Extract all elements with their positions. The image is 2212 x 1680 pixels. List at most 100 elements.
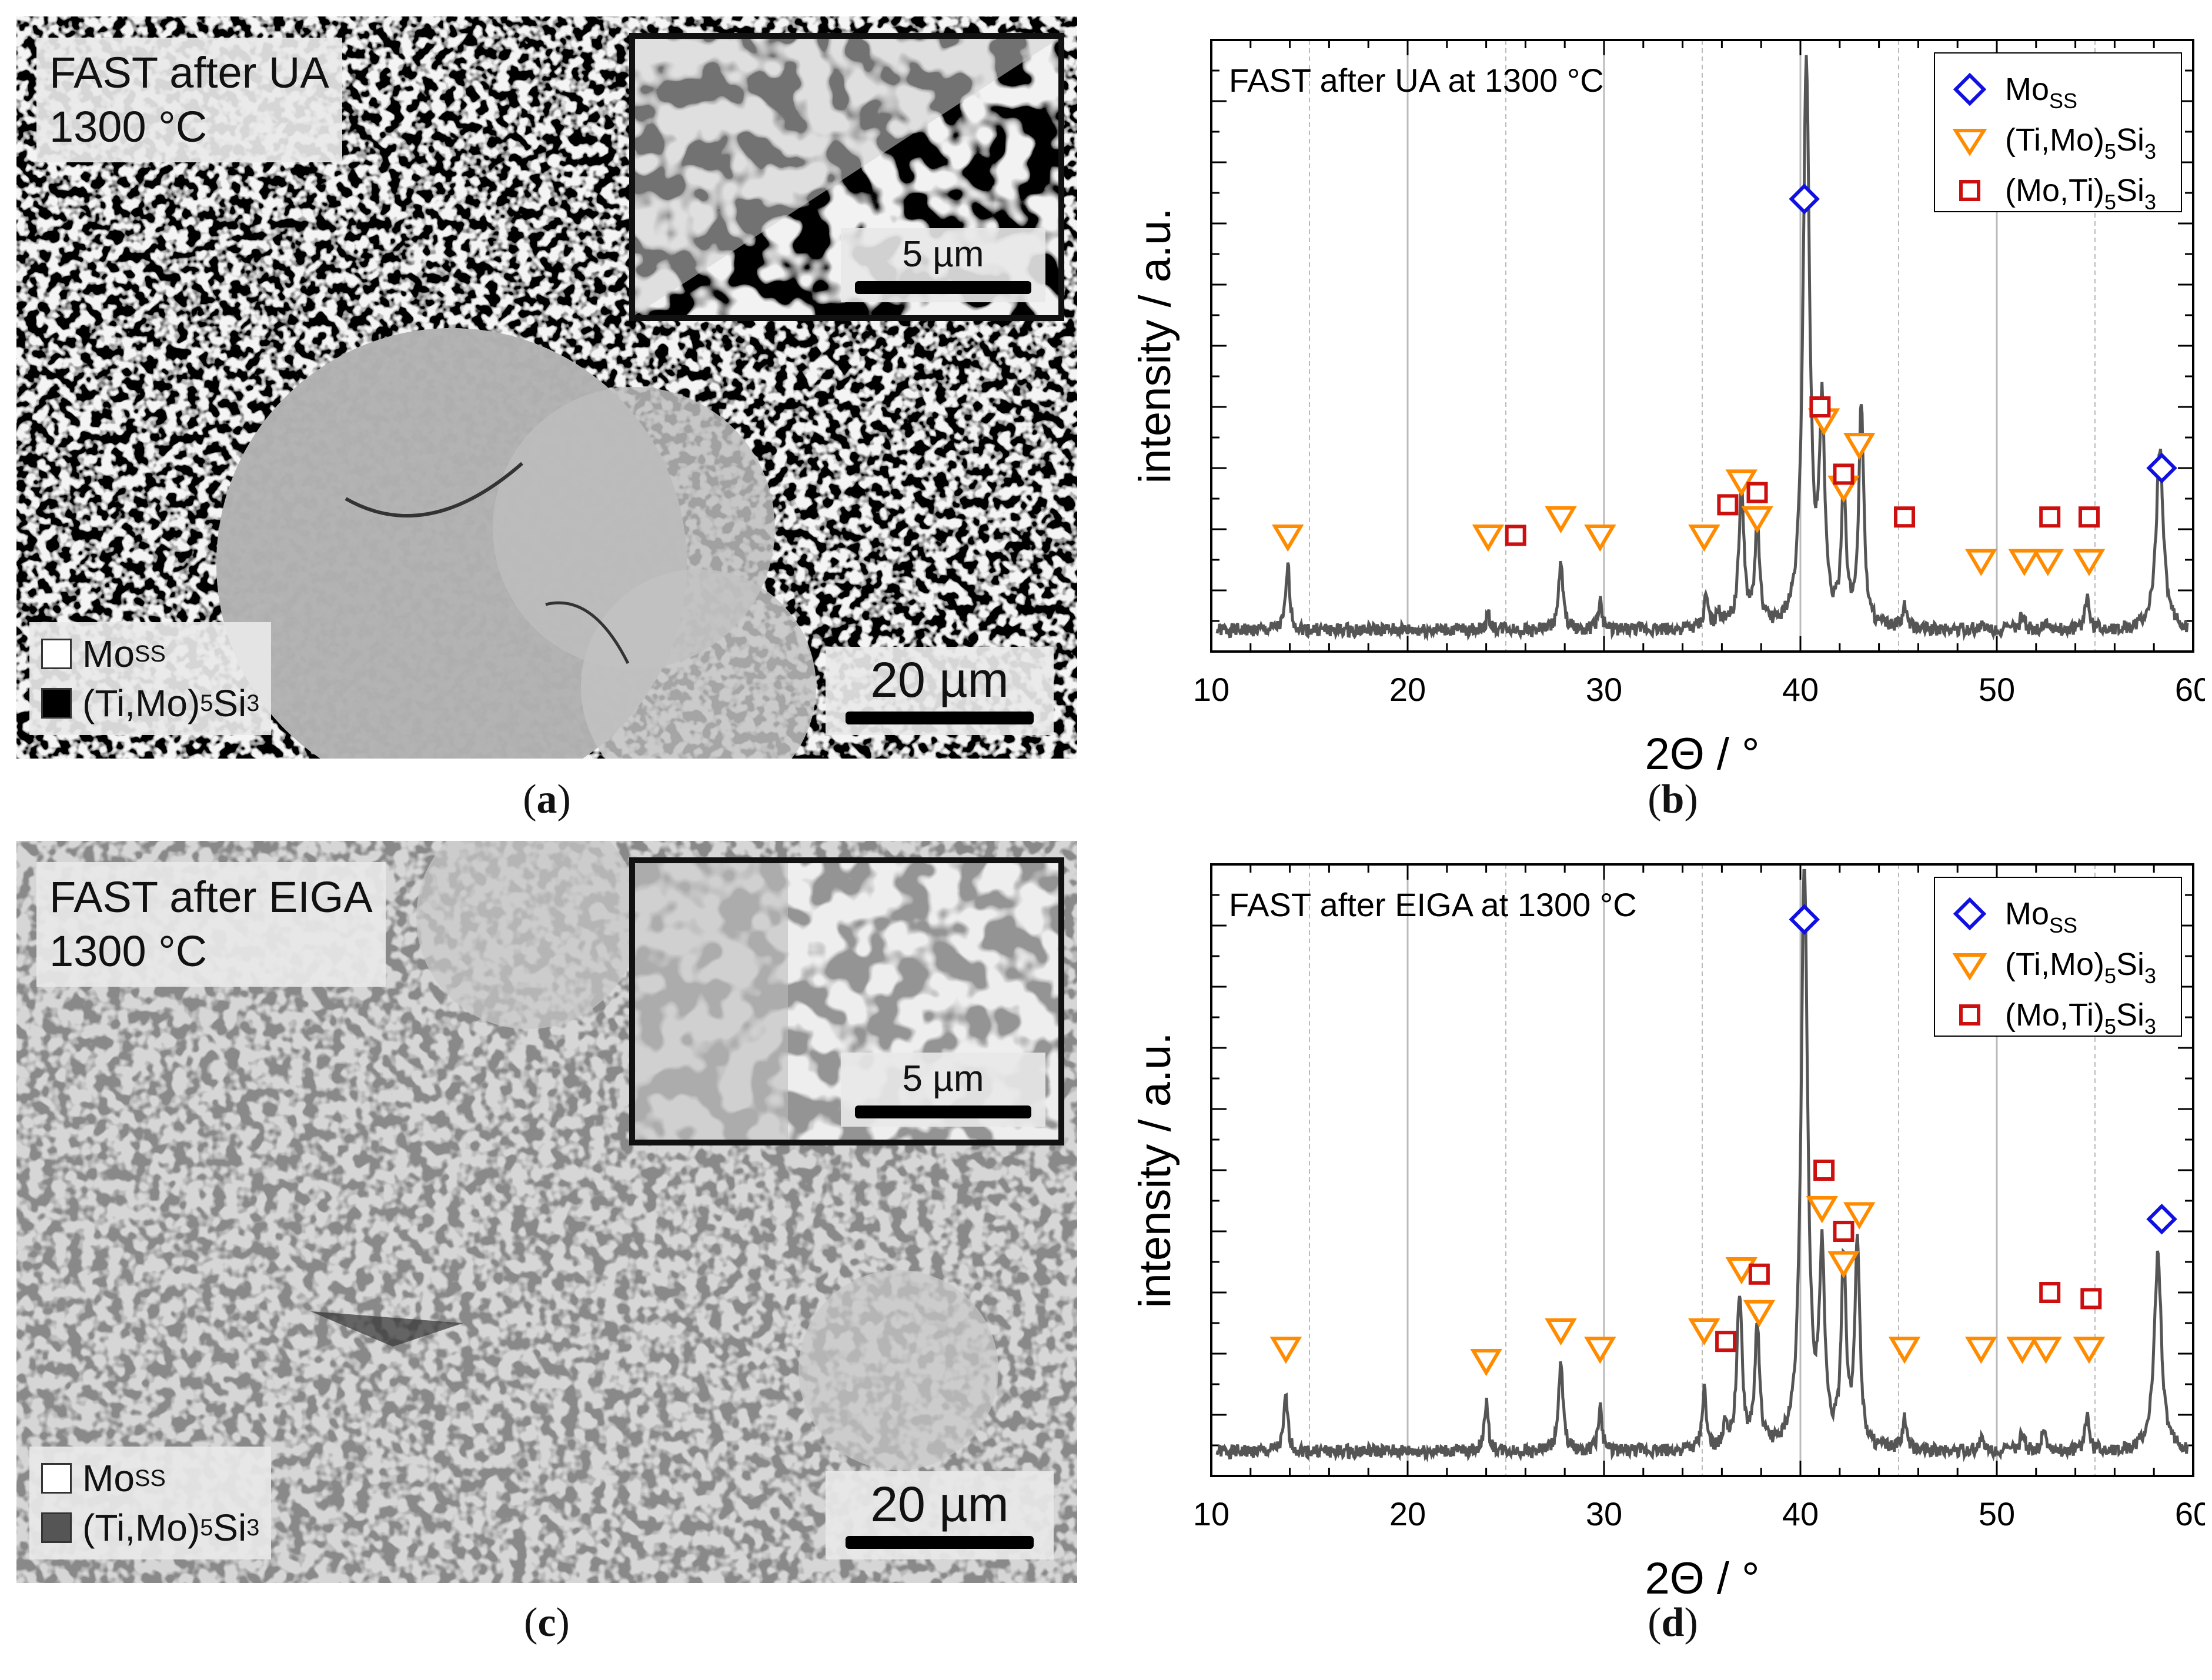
xrd-chart-b: 10 20 30 40 50 60 2Θ / ° intensity / a.u. FAST a… [1130,39,2205,775]
scale-label: 20 µm [870,652,1009,707]
moti-marker [1833,463,1855,485]
title-line-1: FAST after UA [49,48,329,97]
caption-a-letter: a [536,777,557,822]
timo-marker [1584,1337,1616,1364]
x-tick-label: 60 [2175,671,2205,708]
timo-marker [1688,1318,1720,1346]
moti-marker [1717,494,1739,516]
micrograph-a-legend: Mo SS (Ti,Mo) 5 Si 3 [29,622,272,735]
timo-marker [2030,1337,2062,1364]
caption-b-letter: b [1661,777,1685,822]
legend-timo-pre: (Ti,Mo) [82,682,201,724]
moti-marker [2078,506,2100,528]
title-line-2: 1300 °C [49,102,208,151]
legend-mo-marker [1953,72,1987,106]
y-axis-label: intensity / a.u. [1130,1033,1180,1308]
scale-label: 20 µm [870,1477,1009,1532]
x-tick-label: 50 [1979,1495,2015,1532]
x-tick-label: 60 [2175,1495,2205,1532]
legend-pre: (Ti,Mo) [2005,122,2104,158]
timo-marker [1472,525,1505,552]
legend-mid: Si [2116,997,2144,1033]
caption-c: (c) [524,1600,570,1645]
timo-marker [2008,549,2041,576]
x-axis-label: 2Θ / ° [1645,729,1759,775]
inset-scale-label: 5 µm [902,234,984,275]
legend-label-1: (Ti,Mo)5Si3 [2005,947,2156,988]
moti-marker [1748,1263,1770,1285]
timo-marker [1545,506,1577,534]
xrd-chart-d: 10 20 30 40 50 60 2Θ / ° intensity / a.u. FAST a… [1130,863,2205,1599]
micrograph-c-legend: Mo SS (Ti,Mo) 5 Si 3 [29,1447,272,1559]
inset-c-scale: 5 µm [841,1053,1045,1127]
legend-timo-pre: (Ti,Mo) [82,1507,201,1549]
x-tick-label: 20 [1389,671,1426,708]
inset-scale-bar [855,281,1031,294]
white-swatch [41,1463,72,1494]
legend-mo-sub: SS [2049,913,2077,937]
x-axis-label: 2Θ / ° [1645,1554,1759,1599]
mo-ss-marker [1789,183,1820,215]
mo-ss-marker [2146,452,2177,484]
legend-label-1: (Ti,Mo)5Si3 [2005,122,2156,163]
timo-marker [2073,549,2106,576]
legend-sub1: 5 [2104,190,2116,214]
caption-a: (a) [523,777,571,822]
micrograph-c: FAST after EIGA 1300 °C 5 µm Mo SS (Ti,Mo… [16,841,1077,1583]
micrograph-a-inset: 5 µm [629,33,1064,321]
micrograph-c-title: FAST after EIGA 1300 °C [36,862,386,987]
timo-marker [1470,1349,1502,1377]
legend-mid: Si [2116,173,2144,208]
mo-ss-marker [1789,904,1820,935]
legend-mid: Si [2116,947,2144,982]
legend-timo-marker [1952,953,1987,981]
legend-sub1: 5 [2104,139,2116,163]
xrd-pattern-line [1215,869,2189,1463]
legend-mo-marker [1953,897,1987,931]
title-line-2: 1300 °C [49,927,208,976]
legend-label-2: (Mo,Ti)5Si3 [2005,997,2156,1038]
y-axis-label: intensity / a.u. [1130,208,1180,484]
legend-label-2: (Mo,Ti)5Si3 [2005,173,2156,214]
x-tick-label: 10 [1193,1495,1229,1532]
moti-marker [1505,525,1526,546]
timo-marker [1888,1337,1921,1364]
legend-timo-mid: Si [213,1507,247,1549]
legend-moss-label: Mo [82,1457,135,1499]
timo-marker [2073,1337,2106,1364]
legend-moti-marker [1959,180,1980,201]
caption-d-letter: d [1661,1600,1685,1645]
legend-mo-sub: SS [2049,89,2077,113]
legend-moss-label: Mo [82,633,135,675]
moti-marker [1715,1331,1737,1352]
moti-marker [1894,506,1916,528]
x-tick-label: 30 [1586,671,1622,708]
xrd-pattern-line [1215,55,2189,642]
legend-sub2: 3 [2144,1014,2156,1038]
x-tick-label: 40 [1782,671,1819,708]
timo-marker [1743,1300,1776,1328]
moti-marker [1809,396,1831,418]
legend-mid: Si [2116,122,2144,158]
legend-moti-marker [1959,1004,1980,1026]
legend-row-moss: Mo SS [41,1454,259,1503]
x-tick-label: 10 [1193,671,1229,708]
legend-timo-mid: Si [213,682,247,724]
timo-marker [1965,1337,1997,1364]
timo-marker [1843,433,1876,460]
legend-mo-label: MoSS [2005,72,2077,113]
moti-marker [2039,506,2061,528]
timo-marker [2006,1337,2039,1364]
legend-mo-main: Mo [2005,896,2049,931]
timo-marker [1688,525,1720,552]
chart-title: FAST after UA at 1300 °C [1229,62,1604,99]
legend-mo-main: Mo [2005,72,2049,107]
inset-scale-bar [855,1105,1031,1118]
legend-row-moss: Mo SS [41,629,259,679]
timo-marker [1584,525,1616,552]
legend-sub1: 5 [2104,964,2116,988]
legend-mo-label: MoSS [2005,896,2077,937]
inset-scale-label: 5 µm [902,1058,984,1099]
legend-timo-marker [1952,129,1987,156]
legend-sub2: 3 [2144,190,2156,214]
